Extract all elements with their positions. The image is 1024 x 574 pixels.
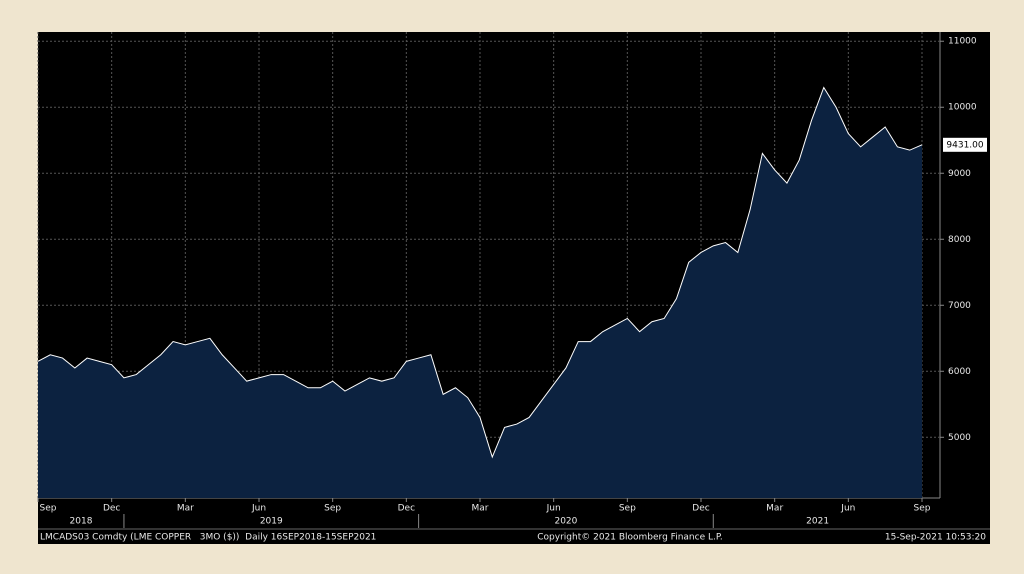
x-tick-label: Jun bbox=[251, 504, 266, 514]
y-tick-label: 8000 bbox=[948, 235, 971, 245]
y-tick-label: 7000 bbox=[948, 301, 971, 311]
area bbox=[38, 87, 922, 498]
x-tick-label: Jun bbox=[546, 504, 561, 514]
x-tick-label: Dec bbox=[398, 504, 415, 514]
line bbox=[37, 86, 923, 459]
y-tick-label: 10000 bbox=[948, 103, 977, 113]
year-label: 2018 bbox=[70, 517, 93, 527]
last-value-label: 9431.00 bbox=[946, 140, 983, 150]
y-tick-label: 9000 bbox=[948, 169, 971, 179]
year-label: 2020 bbox=[554, 517, 577, 527]
year-label: 2019 bbox=[260, 517, 283, 527]
x-tick-label: Sep bbox=[324, 504, 341, 514]
y-tick-label: 5000 bbox=[948, 433, 971, 443]
x-tick-label: Mar bbox=[766, 504, 783, 514]
timestamp: 15-Sep-2021 10:53:20 bbox=[885, 533, 986, 543]
y-tick-label: 11000 bbox=[948, 37, 977, 47]
x-tick-label: Mar bbox=[177, 504, 194, 514]
source: LMCADS03 Comdty (LME COPPER 3MO ($)) Dai… bbox=[40, 533, 376, 543]
x-tick-label: Sep bbox=[619, 504, 636, 514]
x-tick-label: Jun bbox=[840, 504, 855, 514]
y-tick-label: 6000 bbox=[948, 367, 971, 377]
last-value-tag bbox=[943, 137, 987, 152]
copyright: Copyright© 2021 Bloomberg Finance L.P. bbox=[537, 533, 722, 543]
x-tick-label: Dec bbox=[692, 504, 709, 514]
x-tick-label: Dec bbox=[103, 504, 120, 514]
x-tick-label: Sep bbox=[40, 504, 57, 514]
x-tick-label: Mar bbox=[472, 504, 489, 514]
year-label: 2021 bbox=[806, 517, 829, 527]
x-tick-label: Sep bbox=[914, 504, 931, 514]
